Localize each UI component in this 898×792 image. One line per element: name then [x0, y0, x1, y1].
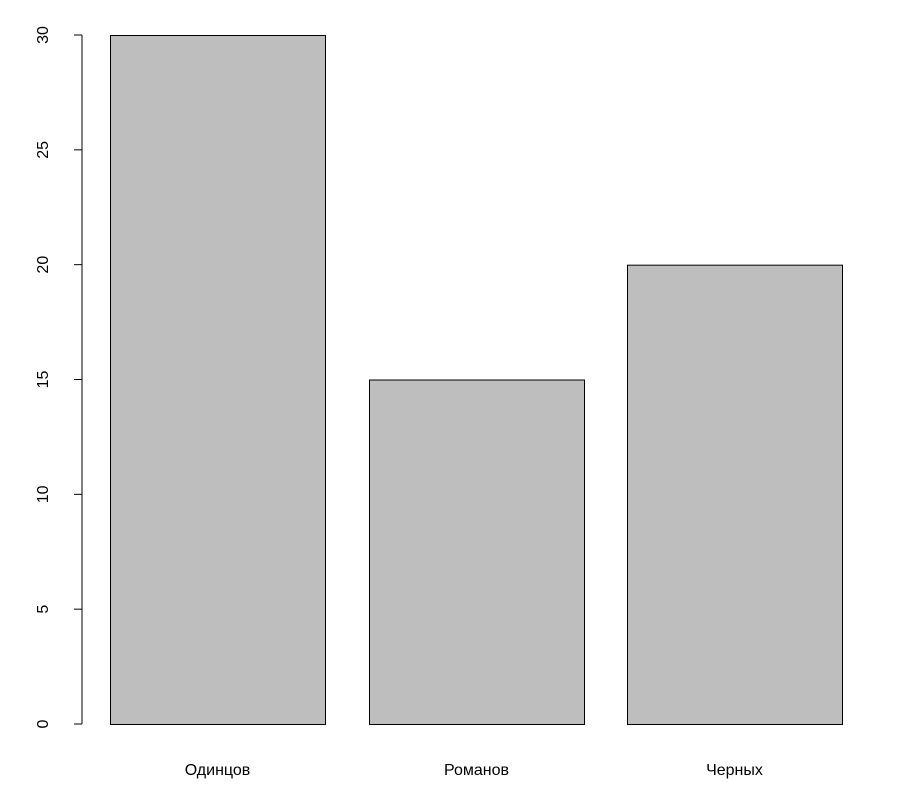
y-tick-label: 25 [35, 141, 52, 159]
x-category-label: Одинцов [185, 762, 251, 779]
bar [627, 264, 843, 725]
bar [110, 35, 326, 725]
bar [369, 379, 585, 725]
y-tick-label: 10 [35, 485, 52, 503]
y-tick-label: 30 [35, 26, 52, 44]
y-tick-label: 0 [35, 719, 52, 728]
y-tick-label: 20 [35, 256, 52, 274]
y-tick-label: 5 [35, 605, 52, 614]
bars-group [110, 35, 843, 725]
x-category-label: Черных [706, 762, 763, 779]
x-category-label: Романов [444, 762, 509, 779]
y-axis: 0 5 10 15 20 25 30 [35, 26, 83, 728]
y-tick-label: 15 [35, 371, 52, 389]
x-axis-labels: Одинцов Романов Черных [185, 762, 763, 779]
